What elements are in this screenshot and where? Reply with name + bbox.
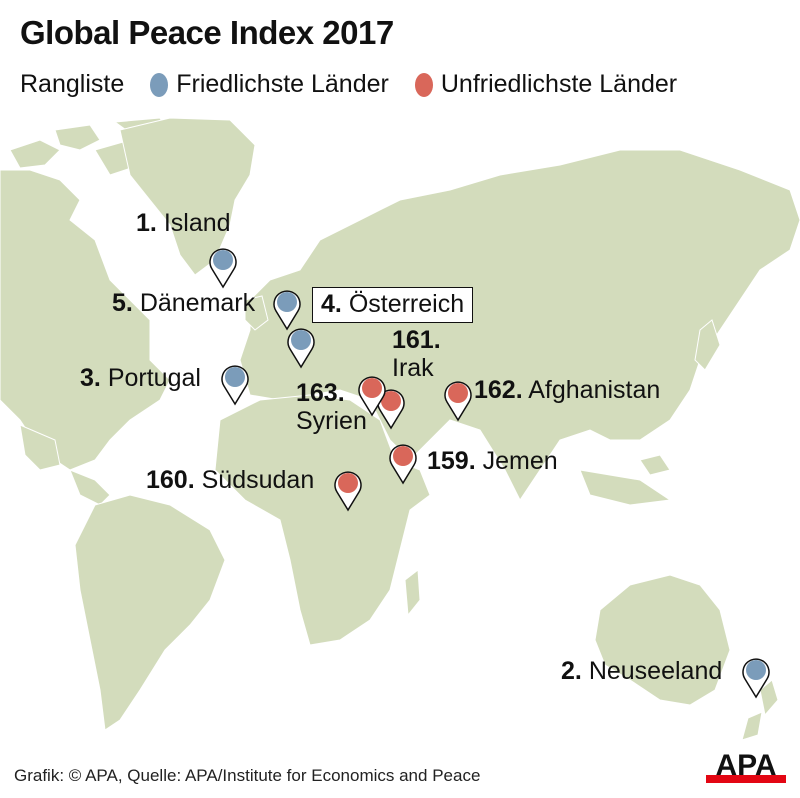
map-pin-icon [742,658,770,699]
world-map [0,117,800,741]
legend-label: Rangliste [20,70,125,98]
marker-label: 162. Afghanistan [474,376,661,404]
peaceful-dot-icon [150,72,169,97]
map-pin-icon [358,376,386,417]
apa-logo: APA [706,749,786,783]
marker-label: 2. Neuseeland [561,657,723,685]
marker-label: 161. Irak [392,326,441,382]
map-pin-icon [287,328,315,369]
legend-unpeaceful: Unfriedlichste Länder [440,70,678,98]
legend: Rangliste Friedlichste Länder Unfriedlic… [20,70,677,99]
chart-title: Global Peace Index 2017 [20,14,394,51]
map-pin-icon [273,290,301,331]
map-pin-icon [334,471,362,512]
legend-peaceful: Friedlichste Länder [176,70,389,98]
map-pin-icon [209,248,237,289]
map-pin-icon [444,381,472,422]
marker-label: 160. Südsudan [146,466,315,494]
source-credit: Grafik: © APA, Quelle: APA/Institute for… [14,766,481,785]
marker-label: 163. Syrien [296,379,367,435]
map-pin-icon [221,365,249,406]
marker-label: 1. Island [136,209,231,237]
marker-label-highlighted: 4. Österreich [312,287,474,323]
marker-label: 5. Dänemark [112,289,256,317]
unpeaceful-dot-icon [414,72,433,97]
marker-label: 159. Jemen [427,447,558,475]
map-pin-icon [389,444,417,485]
marker-label: 3. Portugal [80,364,201,392]
